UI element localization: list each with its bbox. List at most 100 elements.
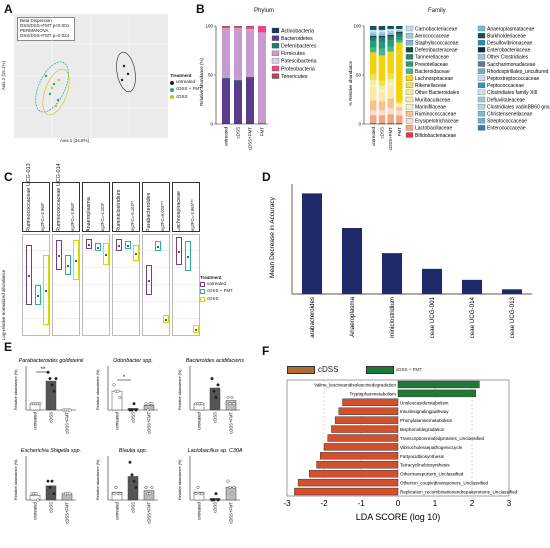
family-bar-segment	[387, 36, 394, 41]
family-bar-segment	[378, 123, 386, 124]
family-legend-label: Rikenellaceae	[415, 83, 447, 89]
c-boxplot	[184, 241, 191, 271]
panel-label-b: B	[196, 2, 205, 16]
phylum-bar-segment	[258, 26, 266, 33]
phylum-x-tick-label: cDSS+FMT	[248, 127, 253, 151]
family-legend-label: Other Bacteroidales	[415, 90, 460, 96]
e-subplot-title: Lactobacillus sp. C30A	[188, 448, 243, 454]
lda-legend-swatch-fmt	[366, 366, 394, 374]
family-legend-swatch	[405, 118, 414, 124]
family-bar-segment	[378, 29, 386, 32]
c-data-point	[135, 253, 137, 255]
e-data-point	[216, 383, 220, 387]
family-legend-swatch	[405, 61, 414, 67]
c-facet-plot	[82, 234, 110, 336]
c-data-point	[105, 254, 107, 256]
c-ylabel: Log-relative normalized abundance	[1, 269, 6, 340]
phylum-bar-segment	[222, 78, 230, 124]
family-legend-swatch	[477, 75, 486, 81]
c-boxplot	[103, 243, 109, 265]
family-bar-segment	[396, 103, 403, 105]
e-ylabel: Relative abundance (%)	[96, 459, 100, 500]
c-facet-plot	[22, 234, 50, 336]
e-data-point	[52, 492, 56, 496]
lda-x-tick-label: 3	[507, 499, 512, 508]
family-legend-label: Saccharimonadaceae	[487, 62, 536, 68]
phylum-bar-segment	[246, 29, 254, 77]
family-legend-label: Muribaculaceae	[415, 97, 451, 103]
family-legend-swatch	[405, 96, 414, 103]
family-x-tick-label: FMT	[397, 127, 402, 136]
family-bar-segment	[387, 114, 394, 124]
e-data-point	[116, 389, 120, 393]
family-bar-segment	[396, 30, 403, 32]
e-data-point	[232, 402, 236, 406]
e-data-point	[194, 492, 198, 496]
family-legend-label: Marinifilaceae	[415, 104, 446, 110]
family-bar-segment	[378, 110, 386, 116]
c-boxplot	[124, 241, 131, 249]
phylum-bar-segment	[246, 26, 254, 27]
c-data-point	[45, 290, 47, 292]
phylum-bar-segment	[222, 28, 230, 78]
family-bar-segment	[387, 123, 394, 124]
phylum-x-tick-label: FMT	[260, 127, 265, 136]
c-data-point	[165, 319, 167, 321]
phylum-legend-swatch	[271, 58, 280, 64]
family-legend-label: Peptococcaceae	[487, 83, 524, 89]
c-facet-strip: Ruminiclostridium log2FC=-5.103**	[112, 182, 140, 232]
c-facet-stat: log2FC=-3.968*	[40, 202, 45, 232]
family-legend-label: Bifidobacteriaceae	[415, 133, 456, 139]
e-ylabel: Relative abundance (%)	[178, 369, 182, 410]
lda-bar	[397, 380, 480, 389]
family-legend-label: Enterococcaceae	[487, 126, 526, 132]
e-data-point	[226, 479, 230, 483]
e-data-point	[128, 460, 132, 464]
family-bar-segment	[378, 55, 386, 81]
e-data-point	[200, 402, 204, 406]
family-legend-swatch	[477, 89, 486, 96]
phylum-legend-label: Patescibacteria	[281, 59, 317, 65]
c-legend-item: cDSS	[200, 296, 233, 303]
c-boxplot	[163, 315, 169, 323]
panel-c-boxplots: Ruminococcaceae UCG-013 log2FC=-3.968* Rum…	[0, 163, 228, 342]
e-subplot-title: Parabacteroides goldsteinii	[19, 358, 85, 364]
phylum-legend-label: Deferribacteres	[281, 44, 317, 50]
c-facet-stat: log2FC=-3.868*	[70, 202, 75, 232]
c-boxplot	[94, 243, 101, 251]
e-data-point	[144, 402, 148, 406]
mda-bar	[462, 279, 482, 294]
pcoa-scatter	[14, 14, 168, 138]
family-legend-label: Carnobacteriaceae	[415, 26, 457, 32]
ellipse-cdss-fmt	[35, 61, 69, 113]
family-legend-label: Deferribacteraceae	[415, 48, 458, 54]
e-ylabel: Relative abundance (%)	[14, 459, 18, 500]
c-facet-plot	[172, 234, 200, 336]
mda-x-tick-label: Ruminococcaceae UCG-013	[509, 296, 516, 338]
lda-legend-swatch-cdss	[287, 366, 315, 374]
family-bar-segment	[387, 73, 394, 79]
family-bar-segment	[387, 34, 394, 37]
c-facet-strip: Lachnospiraceae log2FC=-3.865***	[172, 182, 200, 232]
phylum-legend-label: Firmicutes	[281, 51, 305, 57]
family-bar-segment	[396, 37, 403, 41]
c-facet-name: Lachnospiraceae	[176, 190, 182, 232]
e-data-point	[200, 492, 204, 496]
family-legend-label: Anaeroplasmataceae	[487, 26, 534, 32]
family-bar-segment	[370, 41, 377, 48]
family-bar-segment	[396, 101, 403, 104]
family-legend-label: Rhodospirillales_uncultured	[487, 69, 549, 75]
pcoa-stat-line: PERMANOVA	[20, 27, 49, 33]
family-bar-segment	[387, 78, 394, 83]
family-bar-segment	[370, 74, 377, 80]
family-bar-segment	[387, 32, 394, 35]
e-data-point	[118, 395, 122, 399]
family-bar-segment	[396, 28, 403, 30]
family-legend-swatch	[405, 54, 414, 60]
family-y-tick-label: 0	[358, 122, 361, 127]
e-data-point	[214, 492, 218, 496]
family-bar-segment	[370, 110, 377, 116]
c-data-point	[75, 260, 77, 262]
e-data-point	[210, 377, 214, 381]
c-legend-title: Treatment	[200, 275, 222, 280]
